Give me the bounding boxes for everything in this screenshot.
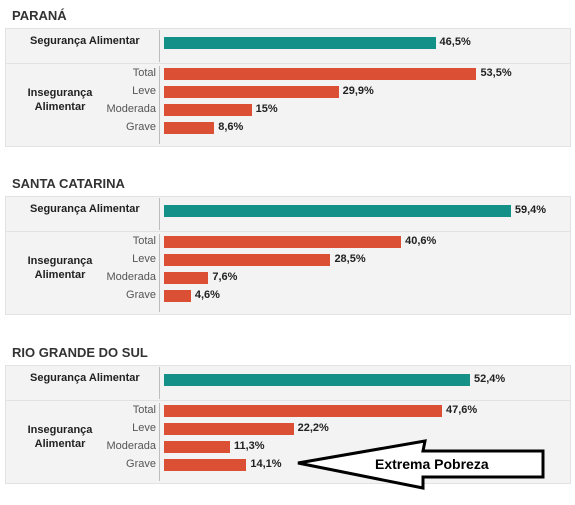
category-label: Moderada	[106, 271, 156, 283]
insecurity-label-line: Alimentar	[34, 101, 86, 113]
security-label: Segurança Alimentar	[30, 35, 140, 47]
bar-insecurity	[164, 290, 191, 302]
bar-insecurity	[164, 405, 442, 417]
security-label: Segurança Alimentar	[30, 203, 140, 215]
category-label: Total	[132, 404, 156, 416]
bar-security	[164, 37, 436, 49]
region-title: PARANÁ	[12, 8, 67, 23]
value-label: 7,6%	[212, 271, 238, 283]
axis-divider	[159, 367, 160, 399]
value-label: 4,6%	[194, 289, 220, 301]
value-label-security: 52,4%	[474, 373, 506, 385]
category-label: Grave	[126, 458, 156, 470]
category-label: Leve	[132, 253, 156, 265]
arrow-shape	[297, 439, 545, 490]
region-title: SANTA CATARINA	[12, 176, 125, 191]
annotation-text: Extrema Pobreza	[375, 456, 489, 472]
value-label: 22,2%	[297, 422, 329, 434]
bar-insecurity	[164, 122, 215, 134]
bar-insecurity	[164, 236, 402, 248]
bar-insecurity	[164, 86, 339, 98]
axis-divider	[159, 198, 160, 230]
insecurity-label: Insegurança Alimentar	[25, 423, 95, 451]
axis-divider	[159, 234, 160, 312]
extreme-poverty-arrow	[297, 439, 545, 490]
insecurity-label-line: Insegurança	[27, 424, 93, 436]
category-label: Grave	[126, 121, 156, 133]
axis-divider	[159, 66, 160, 144]
value-label: 15%	[255, 103, 278, 115]
value-label: 8,6%	[218, 121, 244, 133]
value-label: 47,6%	[445, 404, 478, 416]
value-label: 28,5%	[334, 253, 366, 265]
region-title: RIO GRANDE DO SUL	[12, 345, 148, 360]
axis-divider	[159, 30, 160, 62]
value-label: 53,5%	[480, 67, 512, 79]
category-label: Grave	[126, 289, 156, 301]
category-label: Moderada	[106, 103, 156, 115]
category-label: Leve	[132, 422, 156, 434]
insecurity-label: Insegurança Alimentar	[25, 254, 95, 282]
category-label: Total	[132, 67, 156, 79]
value-label: 40,6%	[405, 235, 437, 247]
region-block: PARANÁ Segurança Alimentar 46,5% Inseguranç…	[0, 8, 575, 168]
bar-security	[164, 205, 511, 217]
bar-insecurity	[164, 459, 247, 471]
value-label-security: 59,4%	[514, 204, 547, 216]
security-label: Segurança Alimentar	[30, 372, 140, 384]
bar-insecurity	[164, 272, 209, 284]
category-label: Total	[132, 235, 156, 247]
value-label: 11,3%	[233, 440, 265, 452]
bar-insecurity	[164, 104, 252, 116]
bar-insecurity	[164, 423, 294, 435]
insecurity-label-line: Alimentar	[34, 269, 86, 281]
insecurity-label-line: Alimentar	[34, 438, 86, 450]
bar-insecurity	[164, 254, 331, 266]
insecurity-label: Insegurança Alimentar	[25, 86, 95, 114]
axis-divider	[159, 403, 160, 481]
value-label: 29,9%	[342, 85, 374, 97]
category-label: Leve	[132, 85, 156, 97]
insecurity-label-line: Insegurança	[27, 87, 93, 99]
region-block: SANTA CATARINA Segurança Alimentar 59,4% In…	[0, 176, 575, 336]
bar-security	[164, 374, 471, 386]
bar-insecurity	[164, 68, 477, 80]
category-label: Moderada	[106, 440, 156, 452]
bar-insecurity	[164, 441, 230, 453]
insecurity-label-line: Insegurança	[27, 255, 93, 267]
value-label: 14,1%	[250, 458, 282, 470]
value-label-security: 46,5%	[439, 36, 471, 48]
